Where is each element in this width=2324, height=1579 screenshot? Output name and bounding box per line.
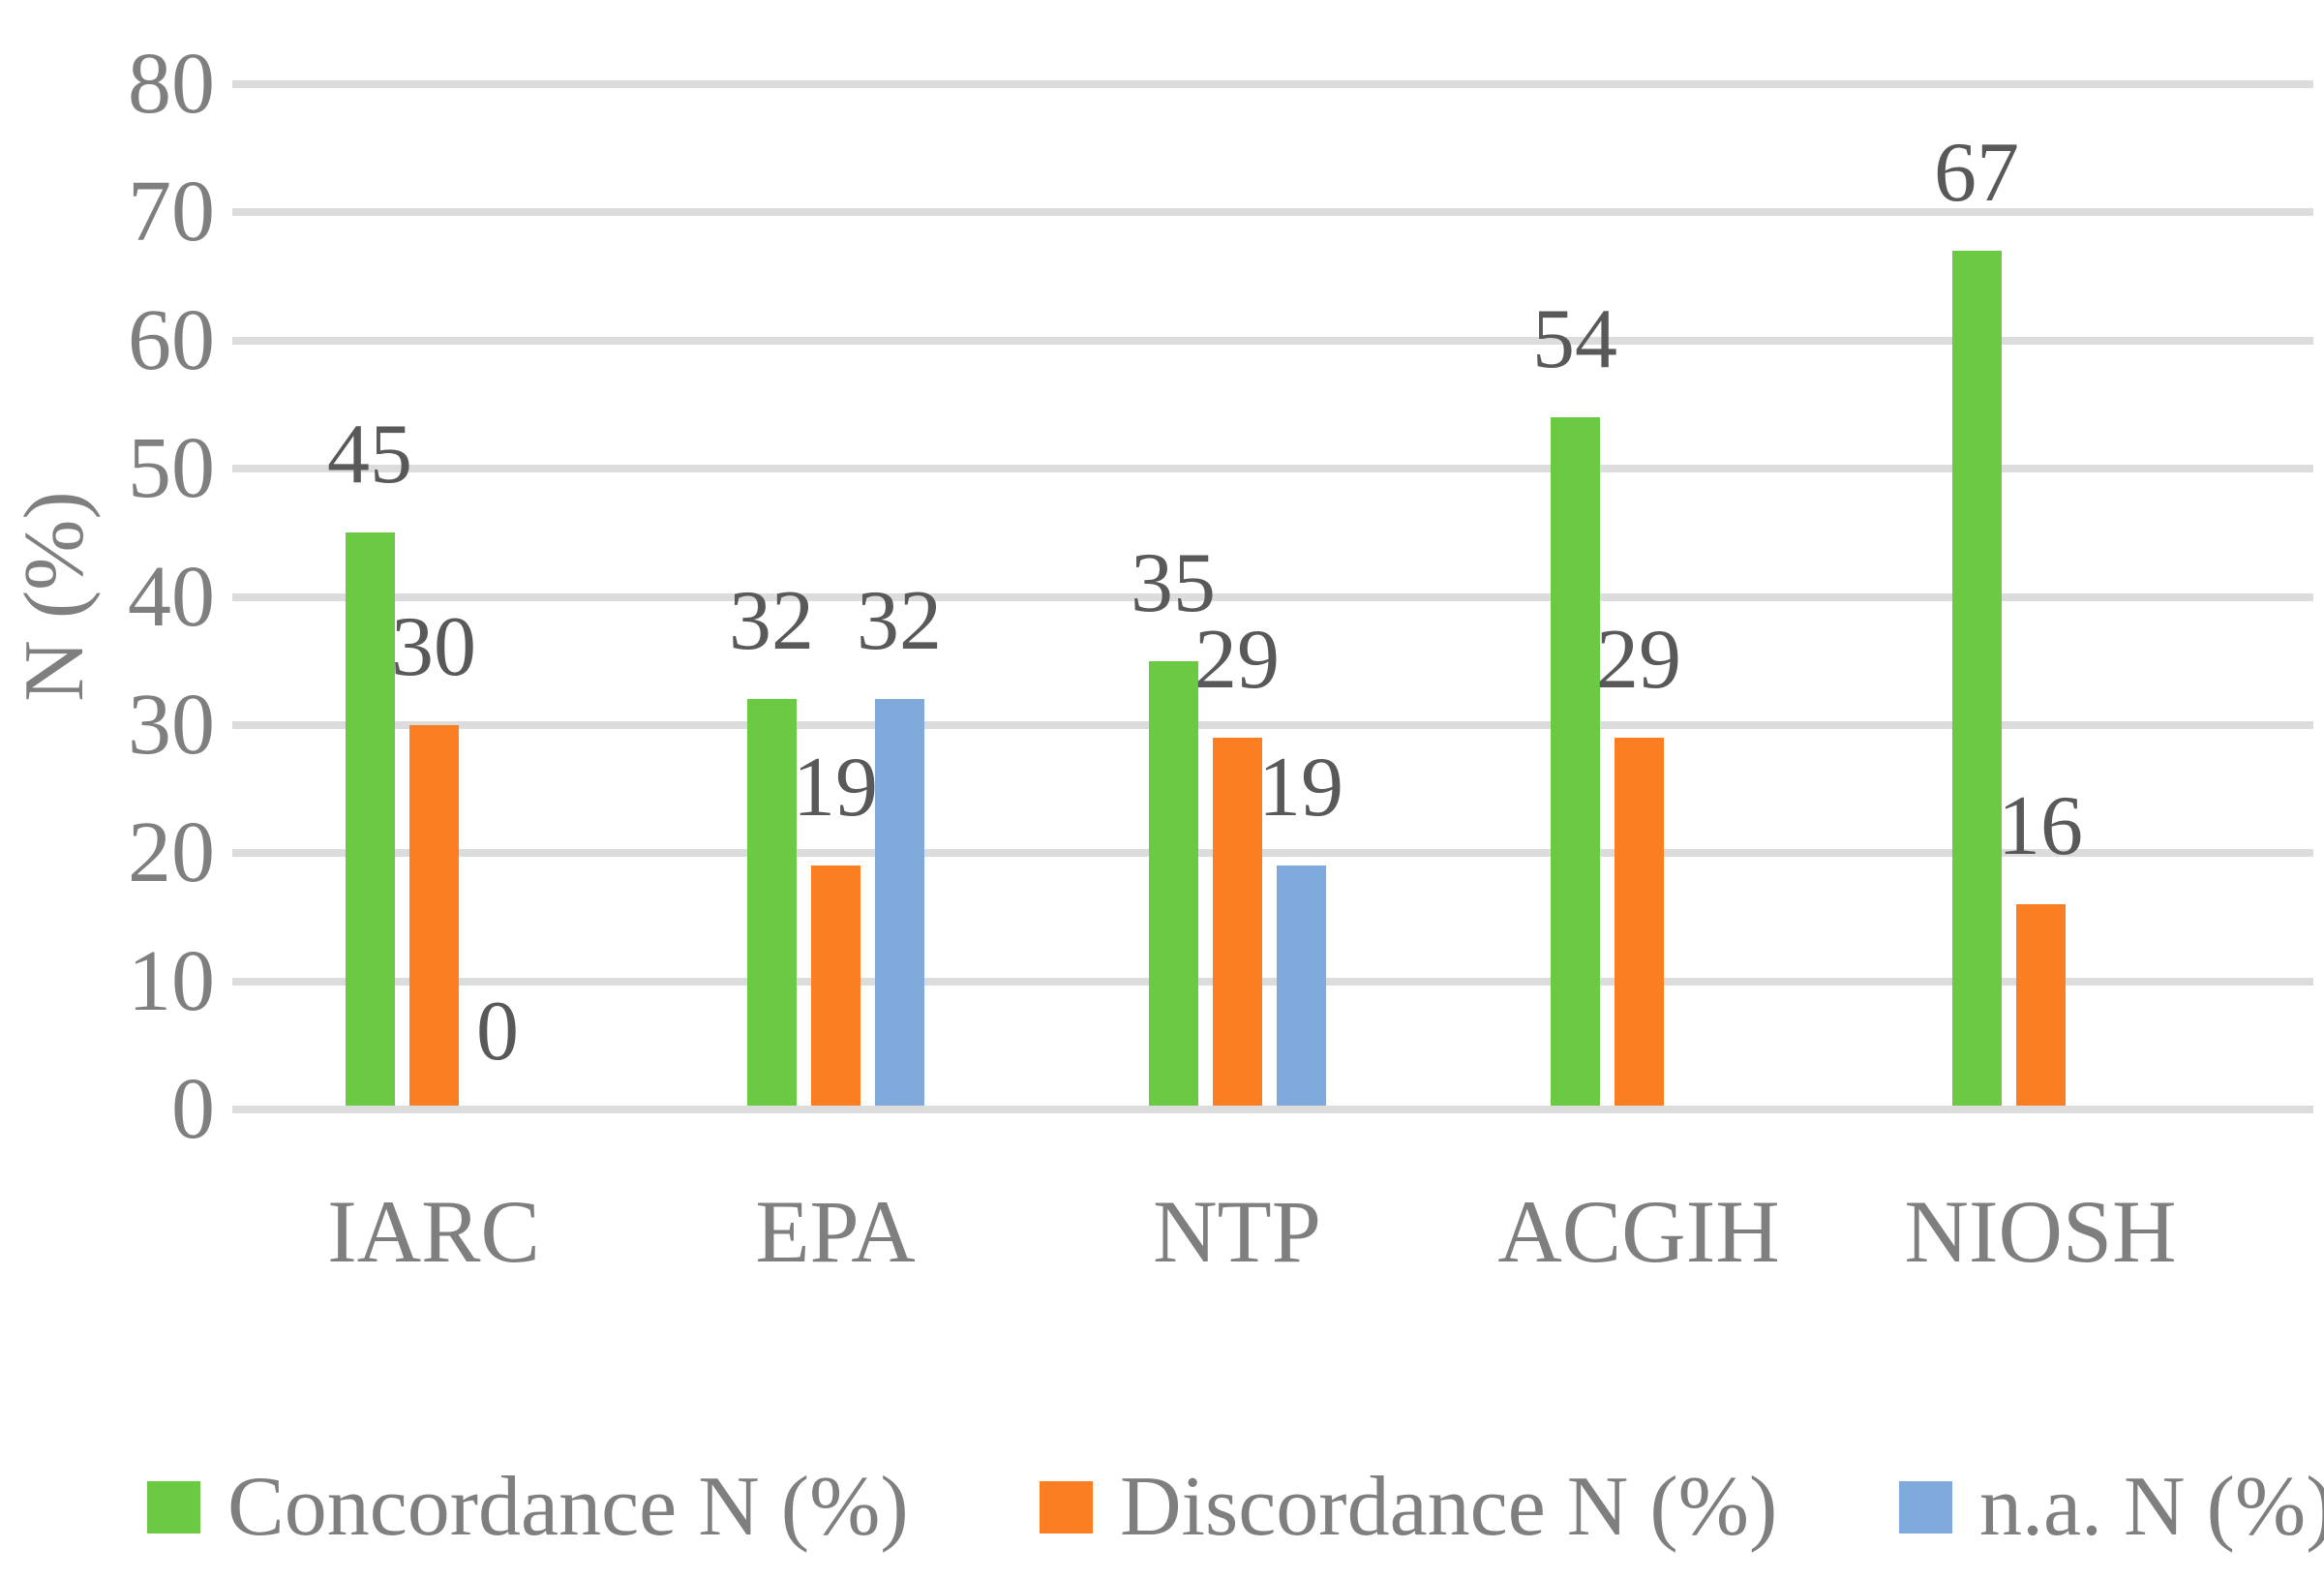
bar-IARC-series2 xyxy=(408,724,459,1109)
y-tick-label-70: 70 xyxy=(128,164,215,260)
y-tick-label-40: 40 xyxy=(128,548,215,645)
bar-NTP-series3 xyxy=(1276,865,1326,1109)
bar-NIOSH-series2 xyxy=(2015,904,2066,1109)
legend-label-1: Concordance N (%) xyxy=(227,1460,909,1554)
y-tick-label-20: 20 xyxy=(128,805,215,901)
data-label-NTP-series3: 19 xyxy=(1258,741,1343,835)
bar-NIOSH-series1 xyxy=(1951,251,2002,1109)
y-tick-label-60: 60 xyxy=(128,291,215,388)
bar-NTP-series1 xyxy=(1148,660,1198,1109)
bar-ACGIH-series1 xyxy=(1550,417,1600,1109)
gridline-50 xyxy=(232,465,2313,473)
legend-item-2: Discordance N (%) xyxy=(1040,1465,1777,1550)
legend-swatch-2 xyxy=(1040,1481,1093,1533)
y-tick-label-80: 80 xyxy=(128,36,215,132)
data-label-NIOSH-series1: 67 xyxy=(1934,126,2019,221)
data-label-EPA-series1: 32 xyxy=(729,574,814,669)
x-axis-label-EPA: EPA xyxy=(755,1182,916,1281)
y-tick-label-30: 30 xyxy=(128,676,215,773)
bar-EPA-series3 xyxy=(874,699,924,1109)
x-axis-label-ACGIH: ACGIH xyxy=(1497,1182,1780,1281)
data-label-NTP-series2: 29 xyxy=(1194,613,1280,708)
bar-EPA-series1 xyxy=(746,699,797,1109)
data-label-EPA-series3: 32 xyxy=(857,574,942,669)
gridline-30 xyxy=(232,720,2313,729)
gridline-70 xyxy=(232,208,2313,217)
legend-label-3: n.a. N (%) xyxy=(1979,1460,2324,1554)
gridline-40 xyxy=(232,592,2313,601)
data-label-IARC-series2: 30 xyxy=(391,599,476,694)
x-axis-label-NIOSH: NIOSH xyxy=(1904,1182,2177,1281)
data-label-EPA-series2: 19 xyxy=(793,741,878,835)
data-label-NTP-series1: 35 xyxy=(1131,535,1216,630)
y-tick-label-10: 10 xyxy=(128,932,215,1029)
gridline-80 xyxy=(232,80,2313,88)
legend-item-3: n.a. N (%) xyxy=(1899,1465,2324,1550)
bar-NTP-series2 xyxy=(1212,738,1262,1109)
data-label-IARC-series3: 0 xyxy=(476,985,519,1078)
bar-ACGIH-series2 xyxy=(1614,738,1664,1109)
data-label-ACGIH-series1: 54 xyxy=(1532,292,1617,387)
bar-IARC-series1 xyxy=(345,532,395,1109)
gridline-0 xyxy=(232,1106,2313,1113)
y-tick-label-50: 50 xyxy=(128,420,215,517)
data-label-IARC-series1: 45 xyxy=(327,408,412,502)
gridline-20 xyxy=(232,849,2313,858)
bar-EPA-series2 xyxy=(810,865,860,1109)
legend-swatch-3 xyxy=(1899,1481,1952,1533)
x-axis-label-IARC: IARC xyxy=(327,1182,540,1281)
legend-swatch-1 xyxy=(147,1481,200,1533)
legend-label-2: Discordance N (%) xyxy=(1120,1460,1778,1554)
x-axis-label-NTP: NTP xyxy=(1153,1182,1321,1281)
legend-item-1: Concordance N (%) xyxy=(147,1465,909,1550)
gridline-10 xyxy=(232,977,2313,986)
gridline-60 xyxy=(232,336,2313,345)
data-label-ACGIH-series2: 29 xyxy=(1596,613,1681,708)
data-label-NIOSH-series2: 16 xyxy=(1998,779,2083,874)
y-tick-label-0: 0 xyxy=(171,1061,215,1157)
